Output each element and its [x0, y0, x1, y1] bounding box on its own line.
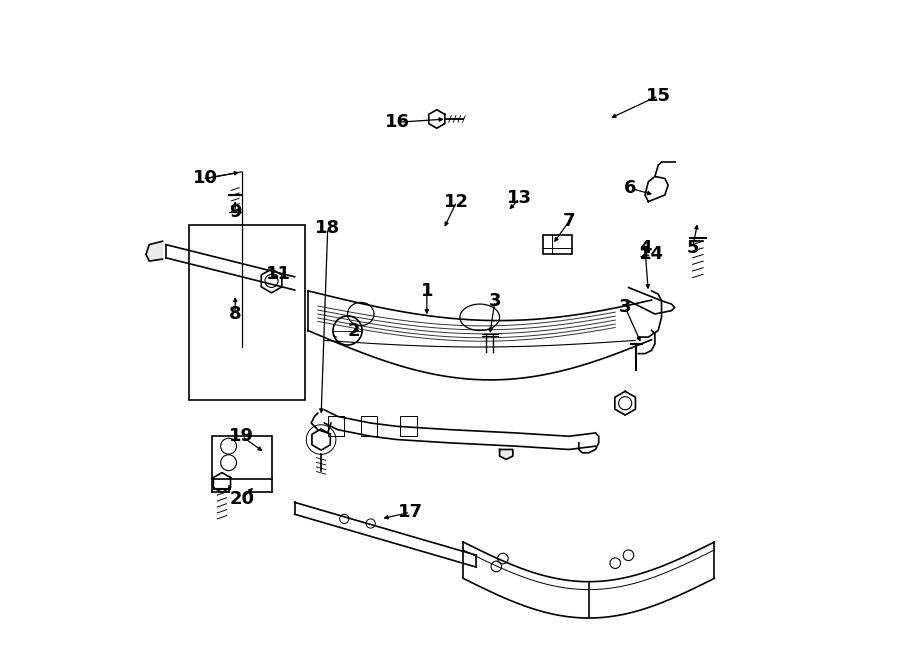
Bar: [400, 416, 417, 436]
Text: 7: 7: [562, 212, 575, 231]
Bar: [543, 235, 572, 254]
Text: 2: 2: [348, 321, 360, 340]
Text: 12: 12: [444, 192, 469, 211]
Text: 13: 13: [507, 189, 532, 208]
Bar: [361, 416, 377, 436]
Text: 17: 17: [398, 503, 423, 522]
Text: 10: 10: [193, 169, 218, 188]
Text: 20: 20: [230, 490, 255, 508]
Text: 6: 6: [625, 179, 636, 198]
Text: 9: 9: [229, 202, 241, 221]
Text: 11: 11: [266, 265, 291, 284]
Text: 14: 14: [639, 245, 664, 264]
Text: 15: 15: [645, 87, 670, 105]
Polygon shape: [500, 449, 513, 459]
Text: 19: 19: [230, 427, 255, 446]
Text: 3: 3: [489, 292, 501, 310]
Polygon shape: [146, 241, 163, 261]
Text: 8: 8: [229, 305, 241, 323]
Text: 5: 5: [687, 239, 698, 257]
Bar: [328, 416, 344, 436]
Bar: [212, 436, 272, 479]
Text: 16: 16: [384, 113, 410, 132]
Text: 18: 18: [315, 219, 340, 237]
Text: 3: 3: [619, 298, 632, 317]
Text: 1: 1: [420, 282, 433, 300]
Bar: [189, 225, 304, 400]
Text: 4: 4: [639, 239, 652, 257]
